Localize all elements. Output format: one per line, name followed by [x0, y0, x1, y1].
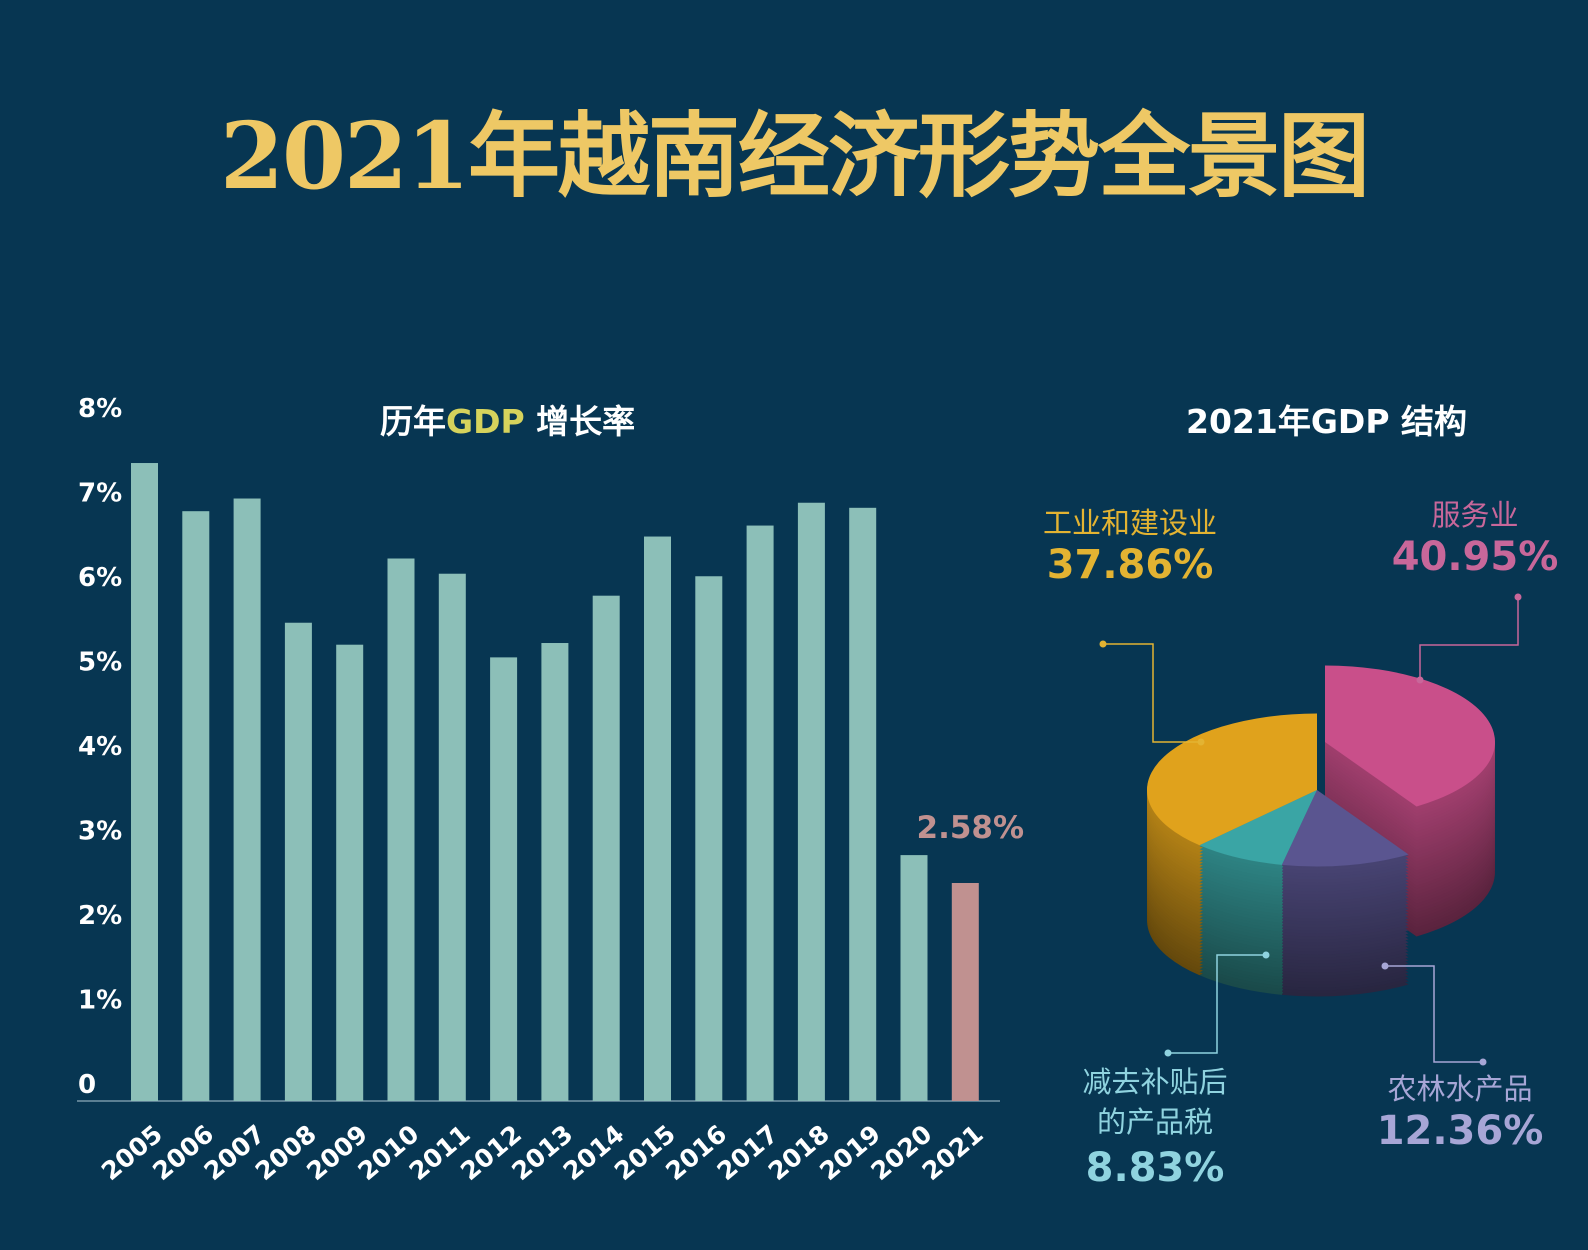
- leader-industry-dot: [1099, 640, 1107, 648]
- pie-chart-title: 2021年GDP 结构: [1186, 402, 1467, 441]
- y-tick-label: 3%: [78, 817, 122, 847]
- bar-title-gdp: GDP: [446, 402, 525, 441]
- leader-agriculture-dot: [1479, 1058, 1487, 1066]
- leader-tax-dot: [1164, 1049, 1172, 1057]
- label-industry-pct: 37.86%: [1046, 542, 1214, 588]
- y-tick-label: 8%: [78, 394, 122, 424]
- bar-2011: [438, 573, 466, 1101]
- pie-slice-1: [1281, 790, 1409, 997]
- bar-2008: [284, 622, 312, 1101]
- x-tick-label: 2021: [917, 1119, 989, 1186]
- y-tick-label: 6%: [78, 563, 122, 593]
- y-tick-label: 7%: [78, 479, 122, 509]
- pie-slice-top: [1147, 713, 1317, 846]
- bar-title-part: 历年: [380, 402, 446, 441]
- pie-slice-top: [1325, 665, 1495, 807]
- label-services: 服务业 40.95%: [1375, 492, 1575, 580]
- page-title: 2021年越南经济形势全景图: [219, 102, 1370, 210]
- y-tick-label: 0: [78, 1070, 96, 1100]
- leader-tax-dot: [1262, 951, 1270, 959]
- leader-agriculture: [1385, 965, 1483, 1063]
- label-agriculture-name: 农林水产品: [1387, 1072, 1533, 1106]
- label-tax-line2: 的产品税: [1096, 1105, 1213, 1139]
- leader-services-dot: [1416, 676, 1424, 684]
- label-agriculture-pct: 12.36%: [1376, 1108, 1544, 1154]
- label-agriculture: 农林水产品 12.36%: [1360, 1066, 1560, 1154]
- bar-2007: [233, 498, 261, 1101]
- bar-2020: [900, 855, 928, 1101]
- leader-tax: [1168, 954, 1266, 1054]
- y-tick-label: 4%: [78, 732, 122, 762]
- bar-2005: [131, 463, 158, 1101]
- leader-agriculture-dot: [1381, 962, 1389, 970]
- label-industry: 工业和建设业 37.86%: [1020, 500, 1240, 588]
- label-tax: 减去补贴后 的产品税 8.83%: [1050, 1062, 1260, 1194]
- bar-2009: [336, 644, 364, 1101]
- bar-2014: [592, 595, 620, 1101]
- bar-chart-title: 历年GDP 增长率: [380, 395, 635, 443]
- y-tick-label: 1%: [78, 986, 122, 1016]
- bar-2006: [182, 511, 210, 1101]
- y-tick-label: 5%: [78, 648, 122, 678]
- pie-slice-top: [1199, 790, 1317, 865]
- label-services-name: 服务业: [1431, 498, 1519, 532]
- bar-2021: [951, 882, 979, 1101]
- bar-2018: [797, 502, 825, 1101]
- bar-2012: [490, 657, 518, 1101]
- bar-2017: [746, 525, 774, 1101]
- label-tax-pct: 8.83%: [1085, 1145, 1225, 1191]
- leader-industry: [1103, 643, 1201, 743]
- leader-services: [1419, 597, 1519, 680]
- bar-2013: [541, 643, 569, 1101]
- y-tick-label: 2%: [78, 901, 122, 931]
- bar-2016: [695, 576, 723, 1101]
- label-tax-line1: 减去补贴后: [1082, 1065, 1228, 1099]
- bar-2010: [387, 558, 415, 1101]
- bar-2015: [644, 536, 671, 1101]
- annotation-label: 2.58%: [917, 810, 1025, 846]
- label-services-pct: 40.95%: [1391, 534, 1559, 580]
- bar-title-part: 增长率: [524, 402, 636, 441]
- bar-2019: [849, 507, 877, 1101]
- leader-services-dot: [1514, 593, 1522, 601]
- pie-slice-top: [1281, 790, 1409, 867]
- label-industry-name: 工业和建设业: [1042, 506, 1217, 540]
- leader-industry-dot: [1197, 738, 1205, 746]
